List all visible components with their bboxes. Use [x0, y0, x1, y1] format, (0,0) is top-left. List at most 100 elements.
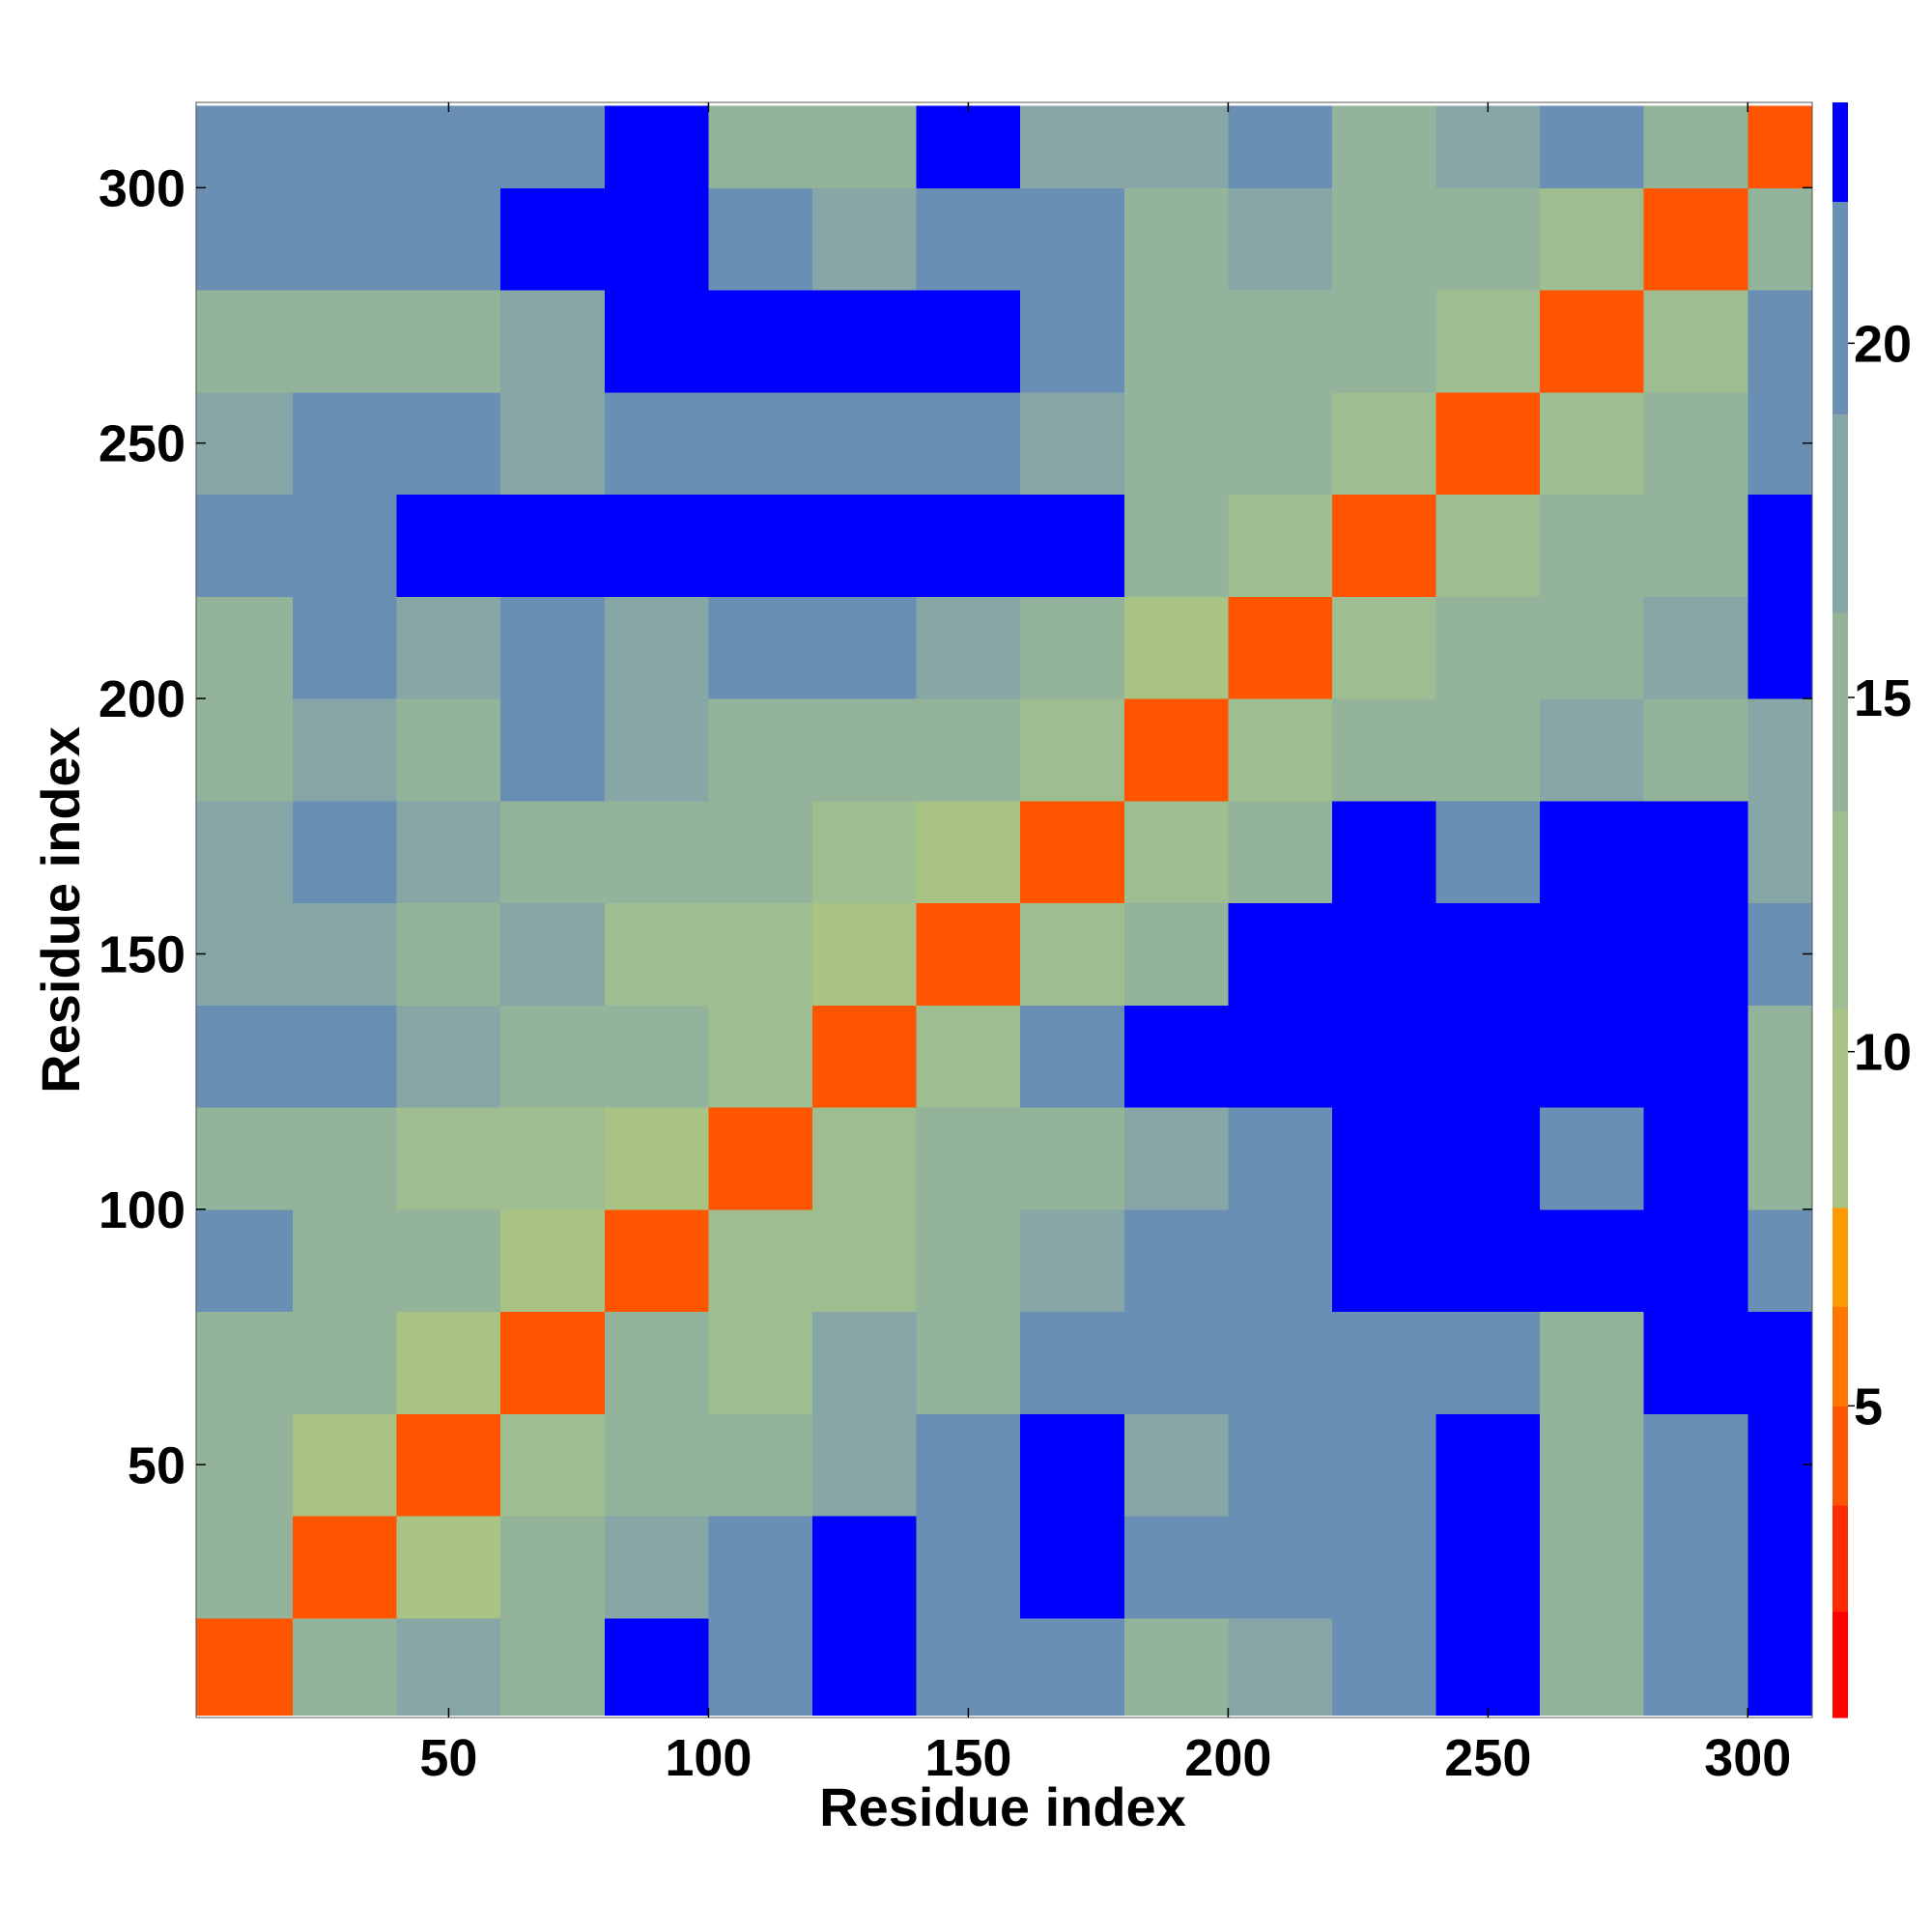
colorbar-segment — [1833, 1406, 1848, 1506]
heatmap-cell — [196, 800, 294, 904]
heatmap-cell — [293, 698, 398, 802]
heatmap-cell — [1020, 494, 1125, 597]
x-tick-label: 250 — [1444, 1729, 1531, 1787]
heatmap-cell — [1228, 698, 1333, 802]
heatmap-cell — [1540, 800, 1645, 904]
heatmap-cell — [1228, 596, 1333, 699]
heatmap-cell — [1123, 1311, 1229, 1414]
heatmap-cell — [916, 800, 1021, 904]
heatmap-cell — [396, 596, 501, 699]
heatmap-cell — [1540, 1617, 1645, 1716]
heatmap-cell — [1747, 105, 1812, 188]
x-tick-label: 150 — [924, 1729, 1011, 1787]
colorbar-segment — [1833, 1306, 1848, 1406]
colorbar-tick-label: 15 — [1854, 669, 1912, 727]
y-axis-title: Residue index — [30, 726, 91, 1094]
x-tick-label: 50 — [419, 1729, 477, 1787]
heatmap-cell — [500, 1005, 606, 1108]
heatmap-cell — [916, 1311, 1021, 1414]
colorbar-segment — [1833, 612, 1848, 811]
heatmap-cell — [396, 698, 501, 802]
heatmap-cell — [1331, 494, 1437, 597]
heatmap-cell — [708, 698, 813, 802]
heatmap-cell — [1228, 1516, 1333, 1619]
heatmap-cell — [196, 1311, 294, 1414]
heatmap-cell — [500, 1311, 606, 1414]
heatmap-cell — [1331, 1107, 1437, 1210]
heatmap-cell — [1123, 290, 1229, 393]
y-tick-label: 200 — [99, 670, 185, 728]
heatmap-cell — [1747, 1005, 1812, 1108]
heatmap-cell — [293, 1617, 398, 1716]
heatmap-cell — [500, 1516, 606, 1619]
heatmap-cell — [916, 596, 1021, 699]
heatmap-cell — [708, 105, 813, 188]
heatmap-cell — [916, 902, 1021, 1006]
heatmap-cell — [500, 187, 606, 291]
heatmap-cell — [196, 290, 294, 393]
heatmap-cell — [1540, 1107, 1645, 1210]
heatmap-cell — [708, 1005, 813, 1108]
heatmap-cell — [708, 800, 813, 904]
heatmap-cell — [1643, 105, 1748, 188]
heatmap-cell — [1020, 596, 1125, 699]
heatmap-cell — [1435, 800, 1541, 904]
heatmap-cell — [1747, 1516, 1812, 1619]
heatmap-cell — [1123, 902, 1229, 1006]
heatmap-cell — [196, 494, 294, 597]
heatmap-cell — [1435, 902, 1541, 1006]
heatmap-cell — [811, 105, 918, 188]
heatmap-cell — [1331, 902, 1437, 1006]
heatmap-cell — [1643, 290, 1748, 393]
heatmap-cell — [1643, 187, 1748, 291]
heatmap-cell — [811, 1005, 918, 1108]
y-tick-label: 100 — [99, 1181, 185, 1239]
heatmap-cell — [1540, 902, 1645, 1006]
heatmap-cell — [604, 596, 709, 699]
heatmap-cell — [1643, 902, 1748, 1006]
heatmap-cell — [916, 1208, 1021, 1313]
heatmap-cell — [1435, 596, 1541, 699]
heatmap-cell — [811, 698, 918, 802]
heatmap-cell — [196, 1413, 294, 1517]
heatmap-cell — [1435, 187, 1541, 291]
heatmap-cell — [604, 1617, 709, 1716]
heatmap-cell — [1331, 187, 1437, 291]
heatmap-cell — [1331, 698, 1437, 802]
heatmap-cell — [500, 391, 606, 496]
heatmap-cell — [1123, 596, 1229, 699]
heatmap-cell — [293, 391, 398, 496]
heatmap-cell — [500, 290, 606, 393]
heatmap-cell — [708, 596, 813, 699]
heatmap-cell — [1435, 1311, 1541, 1414]
colorbar-segment — [1833, 1505, 1848, 1612]
heatmap-cell — [500, 596, 606, 699]
heatmap-cell — [293, 187, 398, 291]
heatmap-cell — [604, 1413, 709, 1517]
heatmap-cell — [811, 1413, 918, 1517]
heatmap-cell — [1435, 1413, 1541, 1517]
heatmap-cell — [916, 1617, 1021, 1716]
heatmap-cell — [293, 800, 398, 904]
heatmap-cell — [1331, 596, 1437, 699]
colorbar-segment — [1833, 413, 1848, 613]
heatmap-cell — [1747, 494, 1812, 597]
heatmap-cell — [1540, 698, 1645, 802]
heatmap-cell — [1435, 1617, 1541, 1716]
heatmap-cell — [708, 391, 813, 496]
heatmap-cell — [1123, 1208, 1229, 1313]
heatmap-cell — [1643, 698, 1748, 802]
heatmap-cell — [1020, 1005, 1125, 1108]
heatmap-cell — [1643, 391, 1748, 496]
heatmap-cell — [1331, 1208, 1437, 1313]
heatmap-cell — [500, 1617, 606, 1716]
heatmap-cell — [1435, 290, 1541, 393]
heatmap-cell — [1540, 105, 1645, 188]
heatmap-cell — [1228, 290, 1333, 393]
heatmap-cell — [396, 1617, 501, 1716]
heatmap-cell — [1435, 105, 1541, 188]
heatmap-cell — [196, 902, 294, 1006]
heatmap-cell — [708, 902, 813, 1006]
heatmap-cell — [1228, 1617, 1333, 1716]
